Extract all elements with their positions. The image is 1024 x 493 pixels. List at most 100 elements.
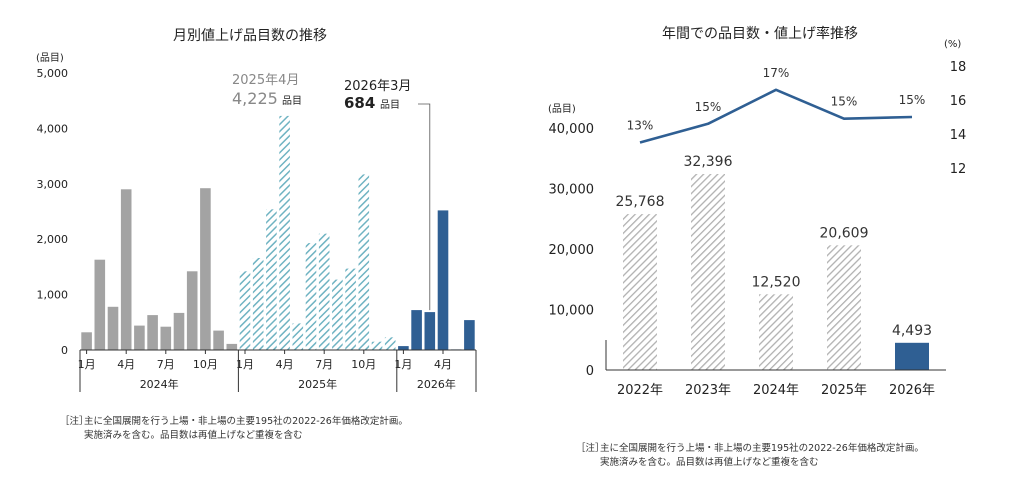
monthly-bar	[411, 310, 422, 350]
rate-label: 17%	[763, 66, 790, 80]
annual-x-tick: 2022年	[617, 383, 663, 398]
monthly-y-tick: 2,000	[37, 233, 69, 246]
annual-x-tick: 2025年	[821, 383, 867, 398]
rate-line	[639, 88, 913, 144]
annual-y-tick: 40,000	[549, 122, 595, 137]
monthly-x-axis: 1月 4月 7月 10月 1月 4月 7月 10月 1月 4月 2024年 2025年 2026年	[78, 349, 477, 392]
monthly-bar	[120, 189, 132, 350]
monthly-bar	[147, 315, 158, 350]
monthly-bar	[437, 210, 449, 350]
monthly-bar	[81, 332, 92, 350]
monthly-x-tick: 1月	[394, 358, 412, 371]
annual-bar	[623, 214, 657, 370]
annual-bar	[895, 342, 929, 370]
monthly-bar	[239, 271, 251, 350]
monthly-bar	[213, 330, 224, 350]
year-label: 2024年	[140, 377, 179, 391]
rate-label: 13%	[627, 119, 654, 133]
monthly-y-tick: 4,000	[37, 122, 69, 135]
annotation-2026-march: 2026年3月 684 品目	[344, 79, 431, 311]
rate-label: 15%	[899, 93, 926, 107]
monthly-bar	[107, 306, 119, 350]
monthly-bar	[226, 343, 238, 350]
monthly-x-tick: 4月	[434, 358, 452, 371]
annual-x-tick: 2026年	[889, 383, 935, 398]
annual-bar-label: 4,493	[892, 323, 932, 339]
monthly-y-tick: 1,000	[37, 289, 69, 302]
monthly-y-axis: 0 1,000 2,000 3,000 4,000 5,000	[37, 67, 69, 357]
monthly-bar	[464, 320, 475, 350]
annual-bar	[691, 174, 725, 370]
annual-rate-line: 13% 15% 17% 15% 15%	[627, 66, 926, 144]
monthly-x-tick: 1月	[78, 358, 96, 371]
annual-note-line-2: 実施済みを含む。品目数は再値上げなど重複を含む	[600, 456, 819, 468]
monthly-bar	[94, 259, 106, 350]
monthly-y-tick: 5,000	[37, 67, 69, 80]
annual-y2-tick: 14	[950, 128, 967, 143]
annual-bar-label: 25,768	[616, 194, 665, 210]
monthly-x-tick: 4月	[117, 358, 135, 371]
annual-x-tick: 2023年	[685, 383, 731, 398]
monthly-y-tick: 0	[61, 344, 68, 357]
monthly-x-tick: 10月	[193, 358, 218, 371]
monthly-note: ［注］ 主に全国展開を行う上場・非上場の主要195社の2022-26年価格改定計…	[60, 415, 408, 441]
monthly-bar	[266, 209, 277, 350]
monthly-y-unit: (品目)	[36, 52, 64, 64]
annotation-2026-march-value: 684	[344, 94, 375, 112]
annual-chart-title: 年間での品目数・値上げ率推移	[662, 25, 858, 42]
rate-label: 15%	[695, 100, 722, 114]
annual-x-axis: 2022年 2023年 2024年 2025年 2026年	[606, 369, 946, 398]
monthly-bar	[252, 258, 264, 350]
annual-bar-label: 12,520	[752, 274, 801, 290]
monthly-note-line-1: 主に全国展開を行う上場・非上場の主要195社の2022-26年価格改定計画。	[84, 415, 408, 427]
rate-label: 15%	[831, 95, 858, 109]
annual-chart: 年間での品目数・値上げ率推移 (品目) (%) 0 10,000 20,000 30,…	[548, 25, 966, 468]
monthly-bar	[173, 312, 185, 350]
annotation-2026-march-label: 2026年3月	[344, 79, 411, 94]
monthly-bar	[332, 279, 343, 350]
monthly-bars	[81, 115, 475, 351]
annual-y2-axis: 12 14 16 18	[950, 60, 967, 177]
annotation-2026-march-unit: 品目	[380, 99, 400, 111]
monthly-bar	[384, 337, 396, 350]
annual-x-tick: 2024年	[753, 383, 799, 398]
annual-y-unit: (品目)	[548, 103, 576, 115]
annual-y-tick: 20,000	[549, 243, 595, 258]
monthly-note-line-2: 実施済みを含む。品目数は再値上げなど重複を含む	[84, 429, 303, 441]
monthly-x-tick: 4月	[276, 358, 294, 371]
monthly-y-tick: 3,000	[37, 178, 69, 191]
annotation-2025-april: 2025年4月 4,225 品目	[232, 73, 302, 108]
annotation-2025-april-label: 2025年4月	[232, 73, 299, 88]
annual-bar-label: 32,396	[684, 154, 733, 170]
annual-bar	[827, 245, 861, 370]
annual-y2-unit: (%)	[944, 39, 961, 50]
annual-bar	[759, 294, 793, 370]
year-label: 2026年	[417, 377, 456, 391]
annual-y-tick: 10,000	[549, 304, 595, 319]
annotation-2026-march-leader	[418, 103, 431, 311]
monthly-x-tick: 10月	[351, 358, 376, 371]
monthly-bar	[292, 323, 304, 350]
annual-y-axis: 0 10,000 20,000 30,000 40,000	[549, 122, 607, 379]
monthly-bar	[345, 268, 356, 350]
annual-y2-tick: 18	[950, 60, 967, 75]
annual-y2-tick: 16	[950, 94, 967, 109]
annual-y-tick: 30,000	[549, 183, 595, 198]
monthly-bar	[398, 346, 409, 350]
year-label: 2025年	[298, 377, 337, 391]
monthly-chart: 月別値上げ品目数の推移 (品目) 0 1,000 2,000 3,000 4,000 5,…	[36, 28, 477, 441]
monthly-bar	[371, 341, 383, 350]
monthly-x-tick: 1月	[236, 358, 254, 371]
monthly-bar	[200, 188, 211, 350]
monthly-bar	[186, 271, 198, 350]
annotation-2025-april-value: 4,225	[232, 89, 278, 108]
monthly-chart-title: 月別値上げ品目数の推移	[173, 28, 327, 44]
monthly-bar	[279, 115, 290, 351]
annual-note-tag: ［注］	[576, 442, 605, 454]
annual-note-line-1: 主に全国展開を行う上場・非上場の主要195社の2022-26年価格改定計画。	[600, 442, 924, 454]
annotation-2025-april-unit: 品目	[282, 95, 302, 107]
annual-note: ［注］ 主に全国展開を行う上場・非上場の主要195社の2022-26年価格改定計…	[576, 442, 924, 468]
monthly-bar	[305, 243, 317, 350]
monthly-note-tag: ［注］	[60, 415, 89, 427]
